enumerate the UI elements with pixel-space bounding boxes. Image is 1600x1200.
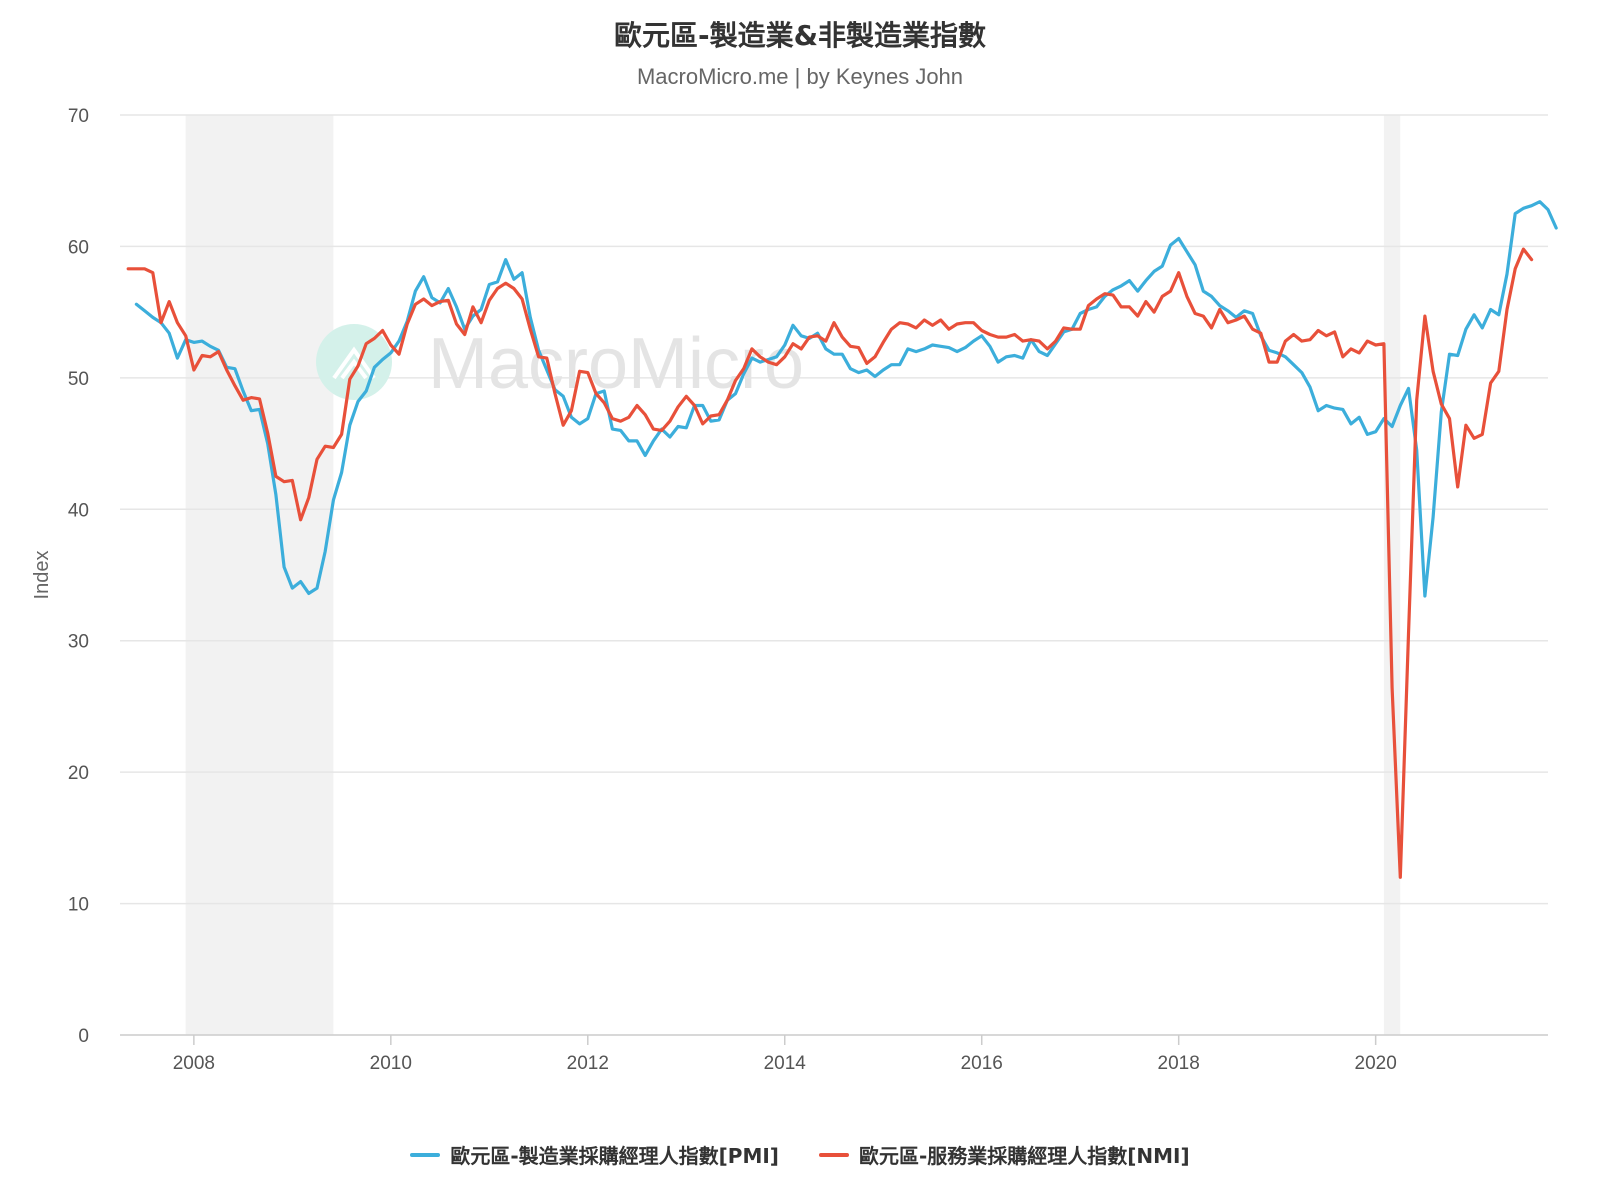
legend-swatch-pmi: [410, 1152, 441, 1157]
axes: 0 10 20 30 40 50 60 70 2008 2010 2012 2014 2016 2018 2…: [68, 106, 1548, 1074]
x-tick-label: 2012: [567, 1053, 609, 1074]
y-tick-label: 0: [78, 1026, 89, 1047]
series-line-pmi: [134, 200, 1558, 598]
y-tick-label: 20: [68, 763, 89, 784]
y-tick-label: 50: [68, 369, 89, 390]
recession-bands: [185, 115, 1401, 1035]
y-tick-label: 70: [68, 106, 89, 127]
x-tick-label: 2020: [1355, 1053, 1397, 1074]
legend-label-pmi: 歐元區-製造業採購經理人指數[PMI]: [450, 1144, 779, 1168]
legend: 歐元區-製造業採購經理人指數[PMI] 歐元區-服務業採購經理人指數[NMI]: [0, 1140, 1600, 1169]
y-tick-label: 40: [68, 500, 89, 521]
watermark-text: MacroMicro: [428, 324, 804, 404]
y-axis-title: Index: [31, 551, 53, 600]
legend-item-nmi[interactable]: 歐元區-服務業採購經理人指數[NMI]: [818, 1140, 1190, 1169]
watermark-logo-mark-icon: [332, 346, 376, 380]
recession-band-0: [185, 115, 334, 1035]
legend-label-nmi: 歐元區-服務業採購經理人指數[NMI]: [858, 1144, 1190, 1168]
y-tick-label: 10: [68, 895, 89, 916]
legend-item-pmi[interactable]: 歐元區-製造業採購經理人指數[PMI]: [410, 1140, 779, 1169]
x-tick-label: 2016: [961, 1053, 1003, 1074]
chart-title: 歐元區-製造業&非製造業指數: [613, 19, 987, 52]
x-tick-label: 2018: [1158, 1053, 1200, 1074]
x-tick-label: 2014: [764, 1053, 807, 1074]
chart-subtitle: MacroMicro.me | by Keynes John: [636, 64, 964, 89]
legend-swatch-nmi: [818, 1152, 849, 1157]
gridlines: [120, 114, 1548, 905]
series-line-nmi: [126, 247, 1534, 879]
series-lines: [126, 200, 1558, 879]
y-tick-label: 60: [68, 237, 89, 258]
x-tick-label: 2010: [370, 1053, 412, 1074]
x-tick-label: 2008: [173, 1053, 215, 1074]
recession-band-1: [1383, 115, 1401, 1035]
y-tick-label: 30: [68, 632, 89, 653]
watermark: MacroMicro: [316, 324, 804, 404]
